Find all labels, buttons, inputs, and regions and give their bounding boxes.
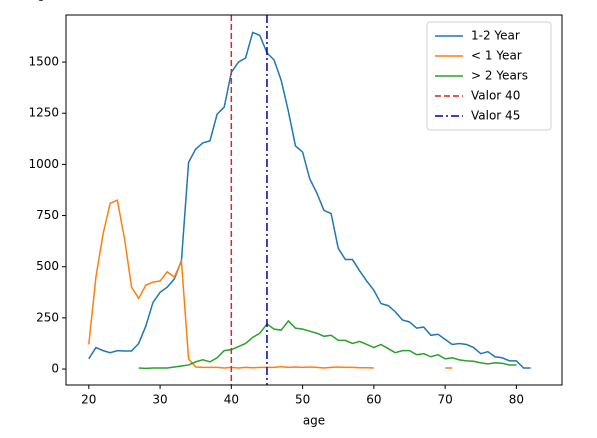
legend: 1-2 Year < 1 Year > 2 Years Valor 40 Valor 4… <box>426 21 552 131</box>
x-tick-label: 30 <box>152 393 167 407</box>
x-tick-label: 40 <box>224 393 239 407</box>
x-tick-label: 60 <box>366 393 381 407</box>
legend-label: 1-2 Year <box>471 29 520 43</box>
series-line <box>88 31 531 369</box>
x-tick-label: 50 <box>295 393 310 407</box>
figure-annotation: <Figure size 1000x600 with 0 Axes> <box>18 0 244 2</box>
y-tick-label: 750 <box>36 208 59 222</box>
series-line <box>88 199 453 369</box>
legend-label: < 1 Year <box>471 49 522 63</box>
series-line <box>138 319 517 370</box>
legend-label: Valor 45 <box>471 109 520 123</box>
plot-frame <box>65 14 563 386</box>
y-tick-label: 500 <box>36 259 59 273</box>
legend-box <box>426 21 552 131</box>
x-tick-label: 70 <box>437 393 452 407</box>
y-tick-label: 1500 <box>28 55 59 69</box>
x-tick-label: 80 <box>509 393 524 407</box>
y-tick-label: 1250 <box>28 106 59 120</box>
x-tick-label: 20 <box>81 393 96 407</box>
x-axis-label: age <box>303 414 325 428</box>
legend-label: Valor 40 <box>471 89 520 103</box>
y-tick-label: 0 <box>51 362 59 376</box>
legend-label: > 2 Years <box>471 69 528 83</box>
y-tick-label: 1000 <box>28 157 59 171</box>
y-tick-label: 250 <box>36 310 59 324</box>
